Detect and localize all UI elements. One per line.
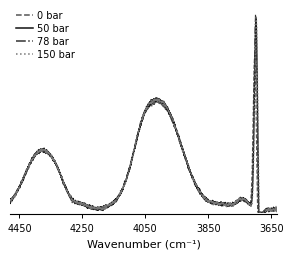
X-axis label: Wavenumber (cm⁻¹): Wavenumber (cm⁻¹) [87, 239, 201, 248]
Legend: 0 bar, 50 bar, 78 bar, 150 bar: 0 bar, 50 bar, 78 bar, 150 bar [15, 10, 76, 61]
